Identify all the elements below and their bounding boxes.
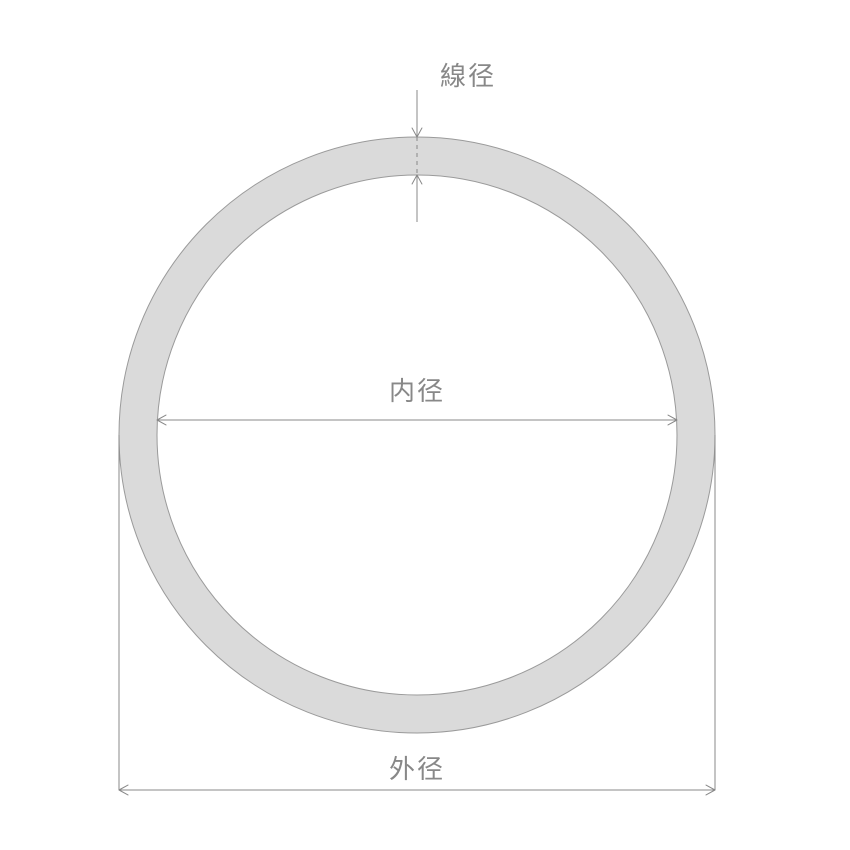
inner-diameter-label: 内径: [389, 376, 445, 406]
ring-diagram: 線径内径外径: [0, 0, 850, 850]
outer-diameter-label: 外径: [389, 754, 445, 784]
wire-diameter-label: 線径: [440, 61, 496, 91]
inner-diameter-dimension: [157, 415, 677, 425]
ring-shape: [119, 137, 715, 733]
